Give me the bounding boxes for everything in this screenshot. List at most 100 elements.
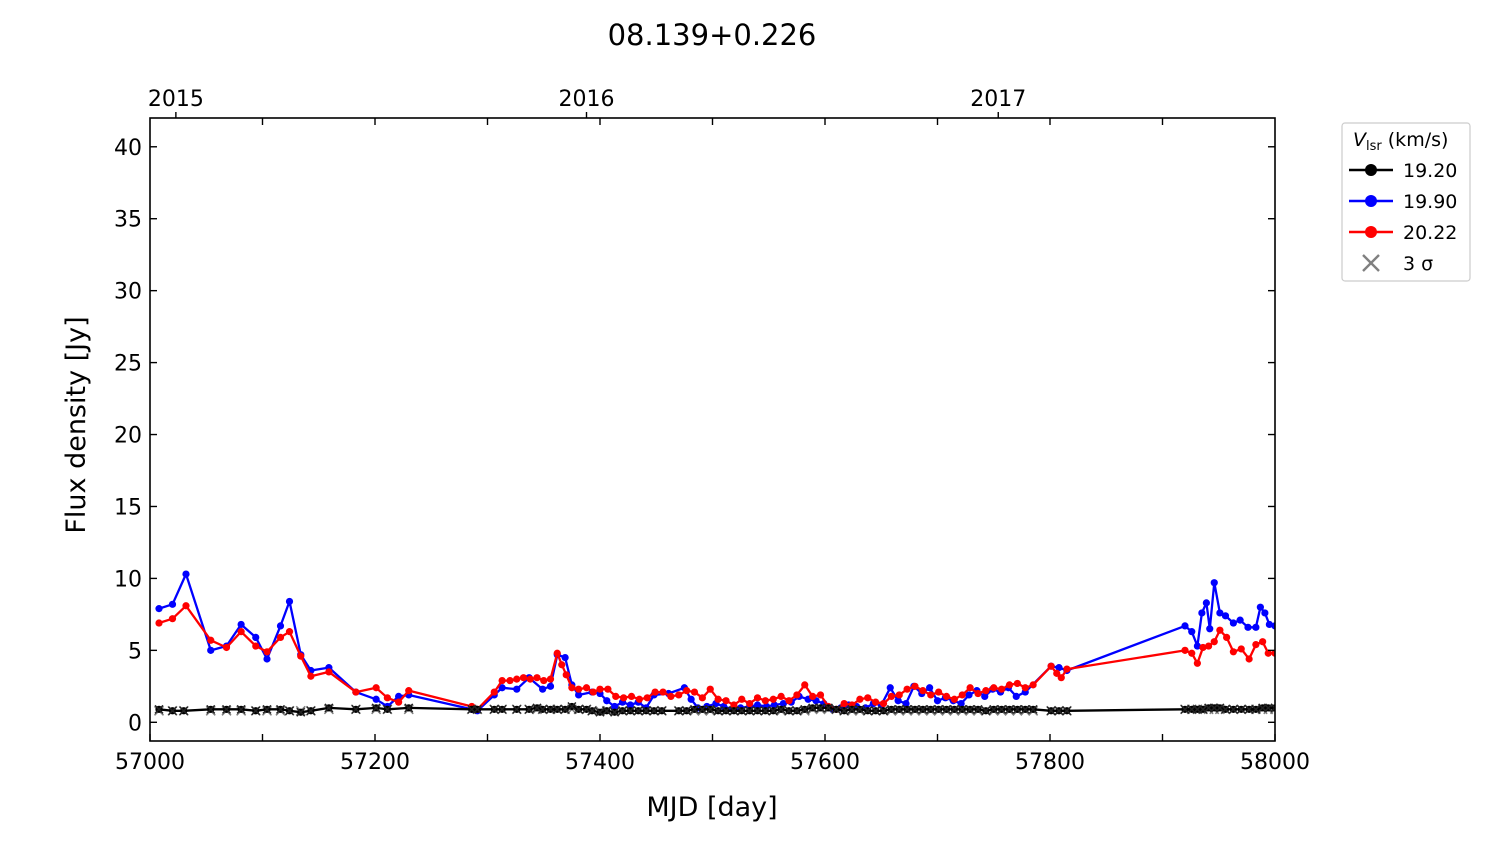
data-point [553,649,561,657]
cross-mark [610,707,620,717]
cross-mark [581,704,592,714]
cross-mark [552,704,562,714]
cross-mark [989,704,999,714]
x-axis-label: MJD [day] [646,792,777,823]
cross-mark [236,704,246,714]
data-point [903,685,911,693]
series-line [158,604,1275,711]
cross-mark [1028,704,1038,714]
cross-mark [697,704,707,714]
data-point [297,652,305,660]
cross-mark [800,704,810,714]
cross-mark [871,706,881,716]
cross-mark [371,703,381,713]
data-point [1013,679,1021,688]
data-point [263,648,271,656]
data-point [1193,659,1201,667]
data-point [526,675,534,683]
data-point [886,684,894,692]
data-point [926,684,934,692]
cross-mark [957,704,967,714]
data-point [603,697,611,705]
data-point [801,681,809,689]
legend-dot-icon [1365,226,1377,238]
data-point [237,620,245,629]
data-point [1198,609,1206,617]
data-point [864,694,872,702]
data-point [575,691,583,699]
data-point [276,622,285,630]
data-point [372,684,380,692]
data-point [182,570,190,578]
data-point [1005,681,1014,689]
data-point [1271,649,1275,657]
cross-mark [997,704,1007,714]
data-point [643,694,651,702]
data-point [1237,645,1245,653]
data-point [894,697,902,705]
data-point [1029,681,1037,689]
data-point [990,684,998,692]
data-point [1205,642,1213,650]
data-point [626,701,634,709]
data-point [635,695,643,703]
cross-mark [1251,704,1261,714]
cross-mark [941,704,952,714]
cross-mark [776,704,786,714]
data-point [506,676,514,685]
x-tick-label: 57200 [340,750,410,775]
data-point [1223,633,1231,642]
plot-area [153,570,1275,717]
chart-title: 08.139+0.226 [608,18,817,52]
data-point [935,688,943,696]
data-point [568,684,576,692]
series-20.22 [155,602,1275,713]
data-point [395,692,403,700]
cross-mark [768,706,778,716]
top-tick-label: 2015 [148,87,204,112]
cross-mark [981,706,991,716]
y-tick-label: 0 [128,711,142,736]
cross-mark [532,703,542,713]
x-tick-label: 57000 [115,750,185,775]
legend-x-icon [1362,254,1380,272]
data-point [383,694,391,702]
data-point [793,691,801,699]
cross-mark [760,706,770,716]
data-point [352,688,360,696]
legend-entry: 19.90 [1349,191,1457,213]
cross-mark [1228,704,1238,714]
cross-mark [262,704,272,714]
legend-dot-icon [1365,195,1377,207]
cross-mark [351,704,361,714]
data-point [540,676,548,685]
data-point [395,698,403,706]
data-point [690,688,699,696]
cross-mark [737,706,747,716]
data-point [1210,638,1218,646]
data-point [1047,662,1055,670]
cross-mark [823,703,833,713]
cross-mark [221,704,232,714]
data-point [589,688,597,696]
cross-mark [682,706,692,716]
data-point [1021,684,1029,692]
data-point [1012,692,1020,700]
cross-mark [847,704,857,714]
data-point [1193,642,1201,650]
data-point [372,695,380,703]
data-point [182,602,190,610]
y-tick-label: 20 [114,424,142,449]
cross-mark [831,704,841,714]
data-point [168,600,177,608]
cross-mark [863,706,873,716]
cross-mark [545,704,556,714]
data-point [958,691,966,699]
cross-mark [497,704,507,714]
data-point [1252,623,1260,631]
data-point [1265,620,1273,629]
cross-mark [902,704,912,714]
cross-mark [878,706,889,716]
data-point [753,701,762,709]
